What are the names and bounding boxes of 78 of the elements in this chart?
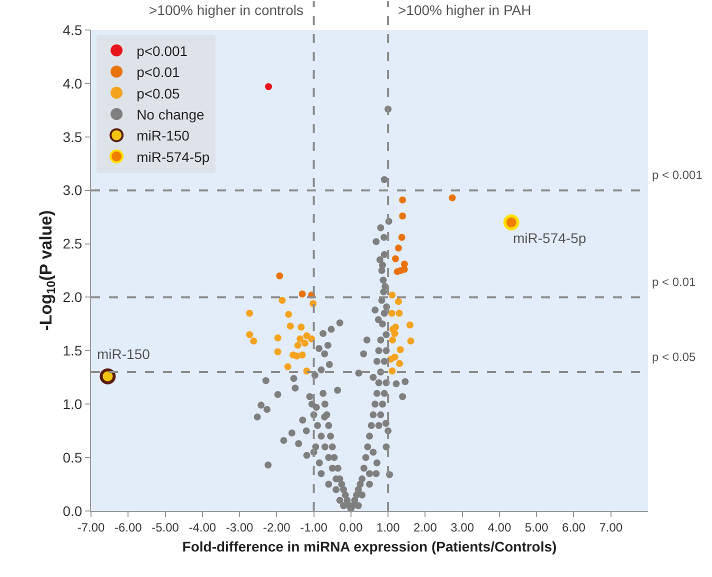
ref-line-label: >100% higher in PAH [398,2,532,18]
legend-label: p<0.01 [136,64,180,80]
ref-line-label: p < 0.001 [652,168,703,182]
y-tick-label: 1.5 [62,342,82,359]
point [398,234,406,241]
x-tick-label: 0.00 [339,520,363,534]
point [246,310,254,317]
y-tick-label: 2.0 [62,289,82,306]
point [284,363,292,370]
x-tick-label: 6.00 [562,520,586,534]
ref-line-label: p < 0.01 [652,275,696,289]
x-tick-label: -2.00 [262,520,291,534]
x-axis-title: Fold-difference in miRNA expression (Patients/Controls) [182,538,557,555]
y-tick-label: 4.5 [62,22,82,38]
point [389,336,396,344]
point [308,335,316,342]
point [396,346,404,354]
point [503,214,520,230]
point [406,322,414,329]
point [399,196,406,204]
x-tick-label: 1.00 [376,520,400,534]
legend-label: p<0.001 [136,42,188,59]
point [388,310,396,317]
point [407,338,414,345]
x-tick-label: -6.00 [114,520,142,534]
point [296,335,304,342]
point [298,290,306,298]
point [396,360,404,367]
point [276,272,284,280]
ref-line-label: p < 0.05 [652,350,696,364]
point [274,348,282,356]
point [286,322,294,330]
point [285,310,292,318]
x-tick-label: 3.00 [450,520,474,534]
x-tick-label: -5.00 [152,520,180,534]
point [392,255,399,262]
point [246,331,254,338]
point [448,194,456,202]
y-tick-label: 3.0 [62,182,82,198]
point [265,83,272,90]
point [391,330,398,338]
annotation: miR-150 [97,346,150,362]
point [294,342,302,349]
point [388,292,396,299]
point [394,244,402,252]
point [399,212,406,220]
point [396,310,403,317]
point [298,324,305,331]
legend-label: miR-150 [136,128,190,144]
y-tick-label: 0.0 [62,502,82,519]
legend-label: No change [136,106,204,122]
point [301,340,308,347]
y-tick-label: 2.5 [62,236,82,252]
x-tick-label: 5.00 [524,520,549,534]
x-tick-label: -7.00 [77,520,105,534]
x-tick-label: -4.00 [188,520,216,534]
legend-label: miR-574-5p [136,148,210,165]
ref-line-label: >100% higher in controls [149,2,304,18]
point [298,351,306,358]
point [397,267,404,274]
point [388,367,396,374]
y-tick-label: 3.5 [62,128,82,145]
point [250,338,258,345]
x-tick-label: -1.00 [300,520,328,534]
point [278,296,286,304]
point [100,368,116,384]
annotation: miR-574-5p [513,230,586,246]
y-tick-label: 4.0 [62,75,82,92]
point [394,298,402,305]
legend-label: p<0.05 [136,85,180,102]
y-tick-label: 1.0 [62,396,82,412]
point [274,334,282,342]
x-tick-label: -3.00 [226,520,254,534]
x-tick-label: 4.00 [488,520,512,534]
point [293,352,300,360]
x-tick-label: 2.00 [414,520,438,534]
x-tick-label: 7.00 [599,520,623,534]
y-tick-label: 0.5 [62,449,82,466]
